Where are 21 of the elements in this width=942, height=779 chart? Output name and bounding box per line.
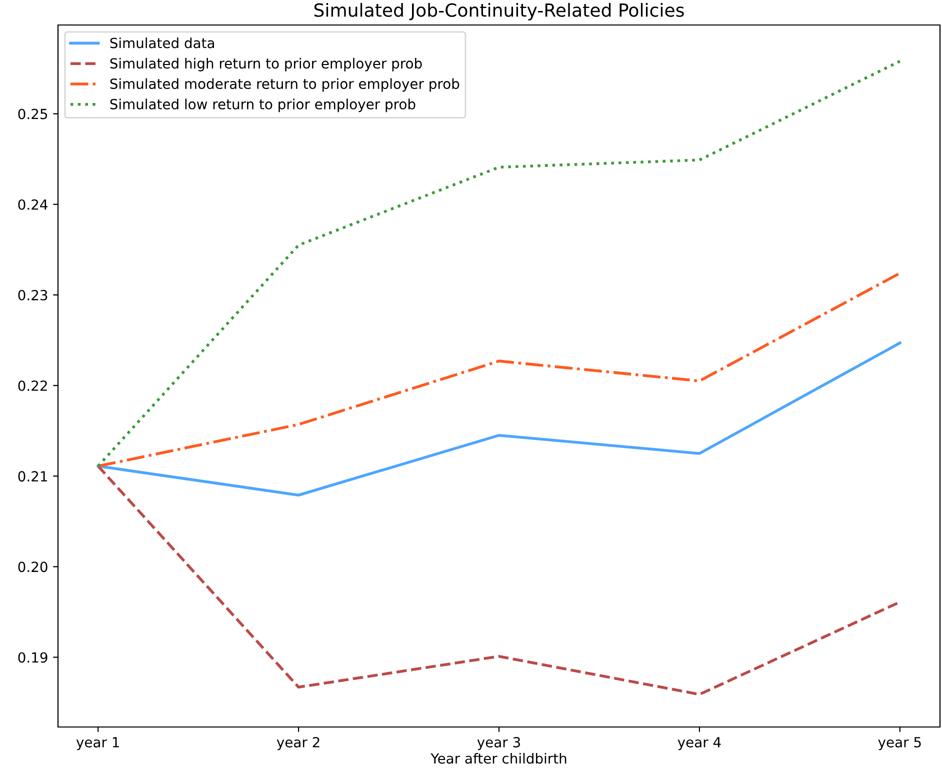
y-tick-label: 0.20 [18, 562, 48, 572]
y-tick-label: 0.25 [18, 108, 48, 120]
x-axis-title: Year after childbirth [430, 752, 566, 764]
legend-label: Simulated low return to prior employer prob [110, 98, 416, 112]
x-tick-label: year 2 [276, 736, 320, 750]
y-tick-label: 0.22 [18, 380, 47, 391]
x-tick-label: year 4 [678, 737, 721, 750]
line-series [96, 272, 902, 468]
x-tick-label: year 5 [878, 737, 921, 750]
legend-label: Simulated data [110, 38, 214, 48]
x-tick-label: year 3 [477, 736, 520, 750]
y-tick-label: 0.23 [18, 290, 48, 300]
chart-title: Simulated Job-Continuity-Related Policies [314, 2, 684, 20]
x-tick-label: year 1 [76, 737, 119, 750]
y-tick-label: 0.24 [18, 199, 48, 210]
line-series [96, 60, 902, 468]
legend-label: Simulated high return to prior employer prob [110, 58, 422, 72]
y-tick-label: 0.19 [18, 652, 48, 663]
legend-label: Simulated moderate return to prior employer prob [110, 78, 460, 92]
line-series [96, 342, 902, 497]
y-tick-label: 0.21 [18, 471, 47, 482]
